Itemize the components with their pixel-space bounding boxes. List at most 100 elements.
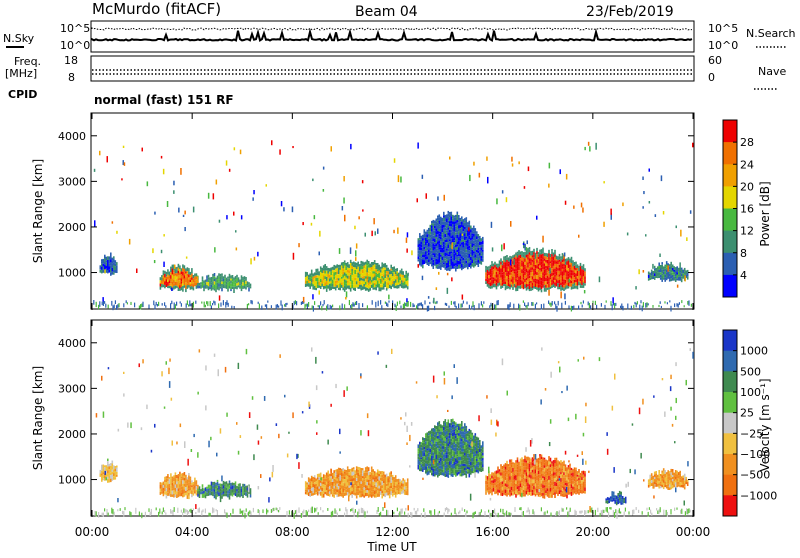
range-cell (208, 278, 210, 280)
range-cell (506, 255, 508, 258)
range-cell (568, 268, 570, 271)
range-cell (401, 481, 403, 484)
scatter-cell (312, 294, 314, 299)
range-cell (476, 248, 478, 250)
range-cell (330, 476, 332, 478)
range-cell (458, 451, 460, 455)
range-cell (518, 280, 520, 283)
range-cell (229, 483, 231, 485)
range-cell (306, 487, 308, 489)
range-cell (107, 459, 109, 461)
range-cell (209, 485, 211, 488)
range-cell (535, 255, 537, 259)
range-cell (469, 258, 471, 261)
range-cell (424, 260, 426, 264)
range-cell (405, 271, 407, 275)
range-cell (541, 281, 543, 283)
ground-scatter-cell (606, 507, 607, 511)
range-cell (464, 250, 466, 253)
scatter-cell (523, 243, 525, 245)
range-cell (320, 279, 322, 283)
ground-scatter-cell (153, 301, 154, 306)
range-cell (557, 283, 559, 285)
range-cell (232, 284, 234, 287)
range-cell (323, 271, 325, 274)
ground-scatter-cell (610, 507, 611, 510)
range-cell (181, 268, 183, 271)
range-cell (512, 284, 514, 287)
range-cell (390, 491, 392, 495)
ground-scatter-cell (344, 513, 345, 517)
range-cell (112, 478, 114, 481)
range-cell (372, 262, 374, 265)
range-cell (185, 268, 187, 271)
range-cell (657, 276, 659, 278)
range-cell (440, 265, 442, 267)
ground-scatter-cell (357, 512, 358, 518)
range-cell (350, 284, 352, 288)
ground-scatter-cell (195, 512, 196, 514)
range-cell (356, 486, 358, 488)
range-cell (239, 486, 241, 488)
range-cell (362, 266, 364, 269)
range-cell (669, 274, 671, 277)
range-cell (425, 435, 427, 437)
range-cell (221, 273, 223, 275)
range-cell (351, 476, 353, 479)
range-cell (428, 433, 430, 435)
range-cell (371, 485, 373, 488)
range-cell (172, 489, 174, 491)
range-cell (422, 454, 424, 457)
range-cell (454, 216, 456, 218)
range-cell (335, 470, 337, 472)
range-cell (500, 265, 502, 269)
range-cell (362, 468, 364, 470)
ground-scatter-cell (205, 305, 206, 308)
range-cell (452, 265, 454, 269)
range-cell (551, 249, 553, 252)
range-cell (309, 283, 311, 285)
range-cell (311, 276, 313, 279)
range-cell (451, 419, 453, 422)
range-cell (496, 484, 498, 488)
range-cell (433, 227, 435, 230)
range-cell (344, 486, 346, 488)
range-cell (191, 268, 193, 271)
range-cell (473, 246, 475, 249)
ground-scatter-cell (171, 511, 172, 514)
scatter-cell (679, 262, 681, 268)
range-cell (344, 493, 346, 496)
range-cell (341, 476, 343, 479)
range-cell (494, 281, 496, 284)
range-cell (439, 243, 441, 247)
range-cell (309, 486, 311, 489)
range-cell (372, 278, 374, 281)
ground-scatter-cell (406, 302, 407, 307)
range-cell (356, 488, 358, 492)
range-cell (116, 475, 118, 477)
range-cell (439, 263, 441, 266)
range-cell (460, 455, 462, 457)
ground-scatter-cell (380, 300, 381, 305)
range-cell (395, 274, 397, 276)
range-cell (458, 258, 460, 261)
range-cell (443, 218, 445, 222)
scatter-cell (486, 157, 488, 161)
range-cell (454, 232, 456, 236)
range-cell (188, 485, 190, 488)
range-cell (460, 464, 462, 467)
range-cell (366, 265, 368, 268)
range-cell (104, 258, 106, 262)
range-cell (386, 489, 388, 492)
range-cell (446, 437, 448, 440)
range-cell (312, 282, 314, 284)
range-cell (506, 263, 508, 267)
range-cell (112, 260, 114, 264)
range-cell (529, 247, 531, 250)
ground-scatter-cell (454, 508, 455, 514)
range-cell (481, 238, 483, 241)
range-cell (218, 276, 220, 279)
range-cell (583, 285, 585, 288)
range-cell (329, 272, 331, 275)
range-cell (440, 263, 442, 265)
